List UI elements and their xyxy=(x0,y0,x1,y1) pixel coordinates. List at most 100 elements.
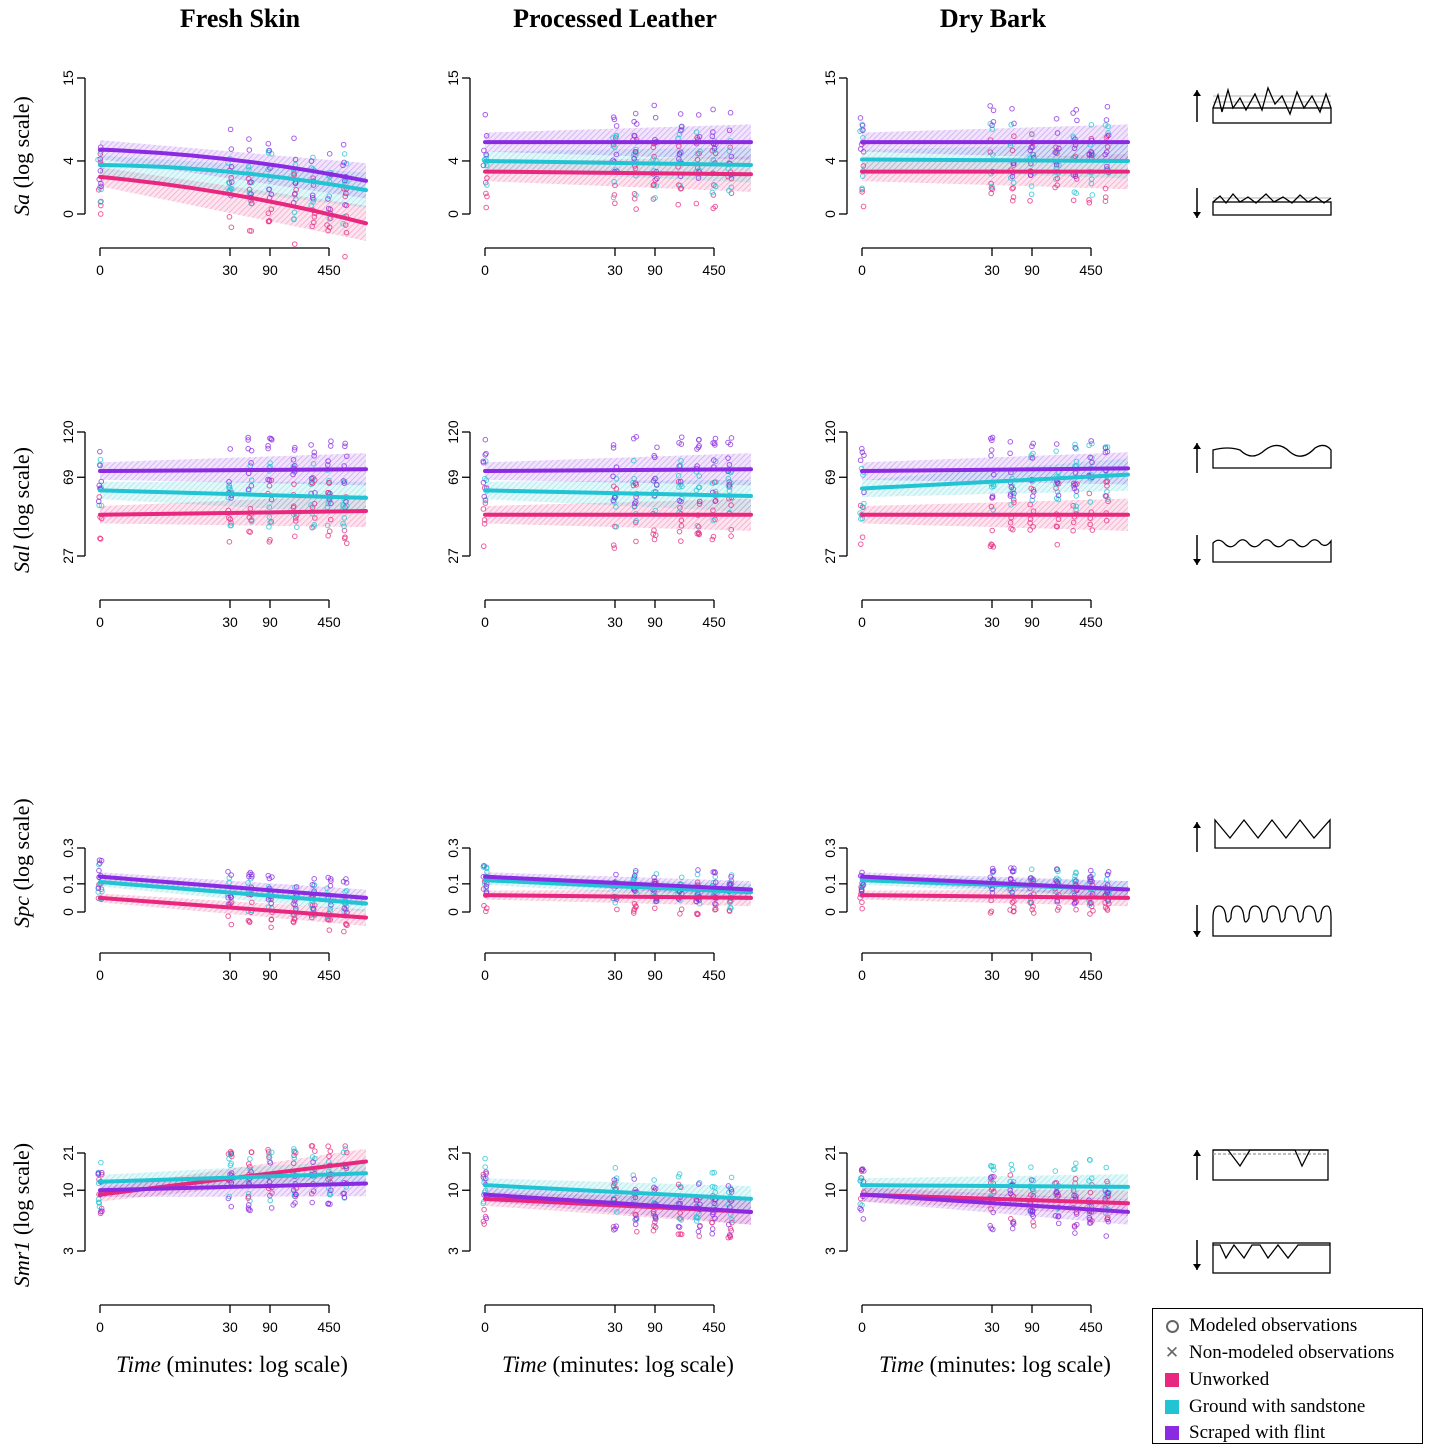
data-point-flint xyxy=(483,151,489,158)
panel-smr1-1: 3 10 21 0 30 90 450 xyxy=(445,1145,753,1335)
data-point-sandstone xyxy=(291,1148,298,1154)
data-point-flint xyxy=(482,436,489,443)
data-point-flint xyxy=(245,434,251,441)
data-point-sandstone xyxy=(1072,1165,1078,1172)
data-point-flint xyxy=(483,883,490,890)
data-point-flint xyxy=(227,446,234,452)
panel-sal-1: 27 69 120 0 30 90 450 xyxy=(445,420,753,630)
data-point-flint xyxy=(268,900,275,907)
data-point-unworked xyxy=(651,527,657,534)
data-point-flint xyxy=(228,872,234,878)
x-tick-label: 90 xyxy=(647,262,663,278)
data-point-unworked xyxy=(651,905,658,912)
data-point-sandstone xyxy=(291,1146,297,1152)
data-point-flint xyxy=(652,454,658,461)
data-point-unworked xyxy=(325,227,331,234)
fit-line-sandstone xyxy=(483,488,753,499)
data-point-unworked xyxy=(678,538,684,544)
data-point-unworked xyxy=(633,206,639,212)
data-point-sandstone xyxy=(987,1162,994,1169)
data-point-flint xyxy=(95,498,102,505)
data-point-flint xyxy=(1087,1219,1094,1226)
data-point-sandstone xyxy=(1008,121,1014,128)
data-point-flint xyxy=(1009,868,1016,874)
fit-line-flint xyxy=(98,467,368,474)
data-point-flint xyxy=(293,884,300,890)
data-point-unworked xyxy=(1054,541,1061,548)
data-point-unworked xyxy=(228,921,235,928)
data-point-flint xyxy=(268,496,275,503)
fit-line-sandstone xyxy=(483,1183,753,1201)
y-tick-label: 0.1 xyxy=(60,874,76,894)
y-tick-label: 27 xyxy=(822,548,838,564)
data-point-unworked xyxy=(631,195,638,202)
data-point-flint xyxy=(327,1201,333,1207)
x-tick-label: 450 xyxy=(702,1319,726,1335)
data-point-flint xyxy=(246,136,252,142)
x-tick-label: 30 xyxy=(984,614,1000,630)
data-point-flint xyxy=(697,1201,703,1208)
data-point-sandstone xyxy=(728,905,734,911)
data-point-flint xyxy=(990,471,997,478)
data-point-sandstone xyxy=(990,483,997,490)
data-point-flint xyxy=(229,179,235,185)
data-point-sandstone xyxy=(693,487,700,494)
data-point-sandstone xyxy=(613,524,620,530)
data-point-unworked xyxy=(248,228,255,234)
data-point-sandstone xyxy=(1071,876,1078,883)
data-point-flint xyxy=(695,1228,702,1235)
data-point-unworked xyxy=(860,203,867,210)
fit-line-sandstone xyxy=(98,880,368,906)
fit-line-flint xyxy=(483,467,753,474)
data-point-flint xyxy=(1053,441,1060,447)
data-point-flint xyxy=(1105,132,1112,139)
data-point-flint xyxy=(327,883,334,889)
data-point-unworked xyxy=(678,906,685,913)
data-point-flint xyxy=(290,456,297,463)
data-point-unworked xyxy=(709,1219,715,1226)
data-point-flint xyxy=(248,179,254,185)
data-point-unworked xyxy=(342,253,348,260)
data-point-sandstone xyxy=(226,482,233,488)
fit-line-sandstone xyxy=(483,878,753,895)
data-point-flint xyxy=(860,881,867,888)
data-point-flint xyxy=(1073,878,1079,884)
data-point-flint xyxy=(1074,117,1080,124)
data-point-sandstone xyxy=(696,484,703,491)
data-point-flint xyxy=(310,1159,316,1166)
arrow-up-icon-head xyxy=(1193,90,1201,96)
data-point-sandstone xyxy=(1071,189,1078,195)
data-point-unworked xyxy=(226,214,233,220)
data-point-sandstone xyxy=(248,477,255,483)
data-point-unworked xyxy=(483,204,490,211)
y-tick-label: 120 xyxy=(822,420,838,444)
data-point-flint xyxy=(325,458,331,464)
y-tick-label: 4 xyxy=(445,157,461,165)
data-point-sandstone xyxy=(308,481,314,488)
data-point-flint xyxy=(712,498,718,504)
data-point-unworked xyxy=(343,921,349,927)
data-point-flint xyxy=(695,112,702,118)
data-point-flint xyxy=(1104,871,1111,878)
data-point-flint xyxy=(268,191,275,198)
circle-marker-icon xyxy=(1161,1315,1183,1337)
data-point-unworked xyxy=(290,918,297,925)
x-tick-label: 0 xyxy=(481,967,489,983)
data-point-flint xyxy=(325,205,332,212)
data-point-unworked xyxy=(612,200,618,207)
data-point-sandstone xyxy=(712,904,719,911)
data-point-unworked xyxy=(1007,907,1013,913)
data-point-unworked xyxy=(1027,1192,1034,1198)
data-point-unworked xyxy=(631,906,638,912)
data-point-flint xyxy=(1088,438,1094,444)
data-point-unworked xyxy=(1030,523,1036,530)
y-axis-label-spc: Spc (log scale) xyxy=(9,753,35,973)
data-point-flint xyxy=(310,905,317,912)
data-point-sandstone xyxy=(988,1163,995,1170)
fit-line-unworked xyxy=(98,174,368,226)
data-point-sandstone xyxy=(989,183,995,190)
data-point-sandstone xyxy=(1086,442,1092,449)
data-point-sandstone xyxy=(268,1149,275,1156)
data-point-flint xyxy=(480,162,487,169)
data-point-unworked xyxy=(1072,153,1079,160)
